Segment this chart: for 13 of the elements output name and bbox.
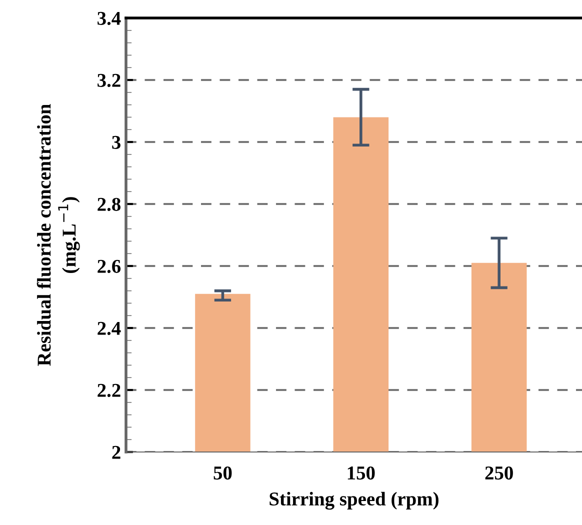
y-tick-label: 3.4	[98, 12, 121, 26]
y-tick-label: 2.8	[98, 198, 120, 212]
x-tick-label: 50	[214, 466, 232, 480]
x-axis-title: Stirring speed (rpm)	[270, 492, 438, 510]
y-tick-label: 2.6	[98, 260, 121, 274]
x-tick-label: 150	[348, 466, 375, 480]
y-tick-label: 2	[112, 446, 120, 459]
y-axis-title: Residual fluoride concentration (mg.L$^{−1}$)	[36, 104, 80, 366]
y-tick-label: 3.2	[98, 74, 120, 88]
y-tick-label: 2.2	[98, 384, 120, 398]
y-tick-label: 3	[112, 136, 120, 149]
x-tick-label: 250	[485, 466, 513, 480]
y-tick-label: 2.4	[98, 322, 121, 336]
